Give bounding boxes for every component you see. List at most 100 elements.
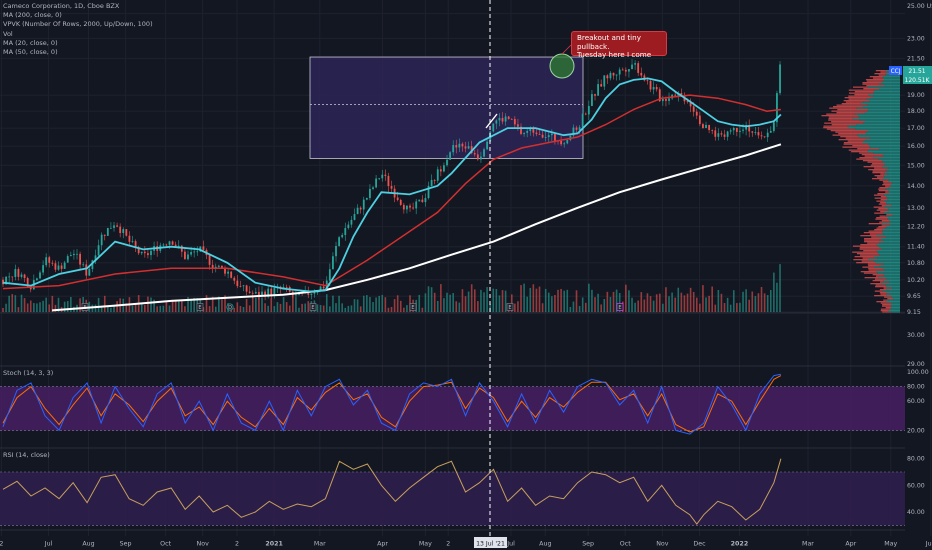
candle-body [66, 256, 69, 263]
candle-body [591, 94, 593, 106]
candle-body [680, 93, 683, 95]
rsi-tick-label: 60.00 [907, 482, 925, 489]
stoch-d-line [2, 375, 782, 433]
volume-bar [100, 306, 103, 312]
candle-body [248, 291, 251, 293]
candle-body [5, 276, 7, 285]
volume-bar [609, 296, 612, 312]
candle-body [523, 132, 526, 134]
candle-body [143, 251, 146, 254]
candle-body [113, 225, 115, 228]
candle-body [575, 127, 578, 130]
candle-body [51, 262, 54, 264]
candle-body [387, 175, 390, 187]
legend-title[interactable]: Cameco Corporation, 1D, Cboe BZX [3, 2, 120, 10]
volume-bar [547, 292, 550, 312]
volume-bar [662, 303, 664, 312]
volume-bar [560, 288, 562, 312]
last-price-badges: CCJ 21.51 120.51K [889, 66, 932, 84]
candle-body [621, 69, 624, 71]
candle-body [42, 265, 44, 273]
volume-bar [258, 294, 260, 312]
volume-bar [36, 303, 38, 312]
candle-body [122, 229, 125, 233]
candle-body [674, 94, 677, 96]
candle-body [285, 286, 288, 288]
annotation-callout[interactable]: Breakout and tiny pullback. Tuesday here… [571, 31, 667, 59]
volume-bar [591, 289, 593, 312]
volume-bar [748, 299, 750, 312]
volume-bar [390, 306, 393, 312]
time-tick-label: Oct [160, 541, 171, 548]
candle-body [587, 105, 590, 115]
volume-bar [23, 298, 26, 312]
volume-bar [350, 305, 353, 312]
candle-body [560, 140, 563, 145]
candle-body [137, 247, 140, 254]
volume-bar [467, 291, 470, 312]
rsi-pane-label[interactable]: RSI (14, close) [3, 451, 50, 459]
candle-body [359, 207, 362, 210]
candle-body [230, 271, 233, 278]
volume-bar [285, 302, 288, 312]
legend-vol[interactable]: Vol [3, 29, 13, 38]
candle-body [517, 124, 519, 127]
volume-bar [532, 284, 535, 312]
candle-body [91, 260, 94, 270]
volume-bars [2, 264, 781, 312]
candle-body [270, 288, 273, 295]
candle-body [267, 288, 270, 297]
ma20-line [2, 77, 782, 293]
volume-tick-label: 29.00 [907, 361, 925, 368]
legend-ma20[interactable]: MA (20, close, 0) [3, 38, 58, 47]
volume-bar [322, 305, 325, 312]
candle-body [452, 145, 455, 153]
stoch-pane-label[interactable]: Stoch (14, 3, 3) [3, 369, 54, 377]
candle-body [116, 225, 118, 227]
volume-bar [245, 299, 248, 312]
legend-ma200[interactable]: MA (200, close, 0) [3, 11, 62, 20]
volume-bar [760, 287, 763, 312]
volume-bar [711, 286, 713, 312]
volume-bar [168, 305, 171, 312]
candle-body [470, 146, 473, 154]
candle-body [131, 241, 134, 242]
volume-bar [335, 303, 337, 312]
volume-bar [359, 306, 362, 312]
volume-bar [236, 302, 239, 312]
volume-bar [255, 297, 257, 312]
volume-bar [153, 299, 155, 312]
candle-body [554, 133, 556, 141]
candle-body [69, 255, 72, 257]
volume-bar [551, 296, 553, 312]
legend-ma50[interactable]: MA (50, close, 0) [3, 48, 58, 57]
candle-body [507, 116, 510, 119]
volume-bar [692, 291, 695, 312]
volume-bar [732, 290, 735, 312]
stoch-tick-label: 80.00 [907, 384, 925, 391]
volume-bar [646, 293, 649, 312]
volume-bar [396, 295, 399, 312]
candle-body [140, 251, 143, 254]
legend-vpvk[interactable]: VPVK (Number Of Rows, 2000, Up/Down, 100… [3, 20, 153, 29]
candle-body [637, 63, 640, 73]
candle-body [242, 285, 245, 287]
candle-body [418, 199, 421, 202]
time-tick-label: 2022 [731, 541, 749, 548]
volume-bar [362, 295, 365, 312]
volume-bar [325, 294, 328, 312]
time-tick-label: Aug [539, 541, 551, 548]
event-marker: E [409, 303, 417, 311]
candle-body [36, 278, 38, 281]
candle-body [504, 116, 507, 122]
candle-body [486, 141, 488, 150]
candle-body [476, 154, 479, 160]
volume-bar [612, 291, 615, 312]
volume-bar [726, 297, 729, 312]
volume-bar [54, 304, 57, 312]
candle-body [79, 253, 81, 265]
candle-body [745, 125, 748, 130]
candle-body [217, 265, 220, 267]
volume-bar [403, 307, 405, 312]
